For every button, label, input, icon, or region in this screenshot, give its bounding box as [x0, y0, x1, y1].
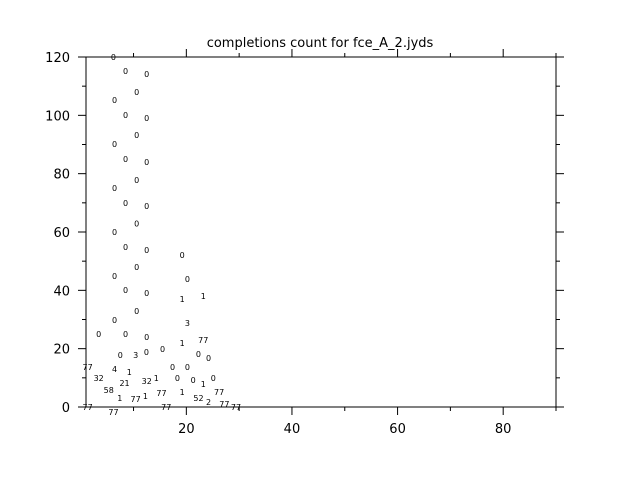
plot-area [85, 56, 557, 408]
data-point-label: 2 [206, 398, 211, 407]
data-point-label: 0 [191, 376, 196, 385]
data-point-label: 0 [170, 363, 175, 372]
data-point-label: 32 [142, 377, 152, 386]
data-point-label: 0 [134, 219, 139, 228]
data-point-label: 0 [111, 53, 116, 62]
data-point-label: 0 [123, 199, 128, 208]
data-point-label: 0 [112, 316, 117, 325]
data-point-label: 0 [118, 351, 123, 360]
data-point-label: 77 [198, 336, 208, 345]
data-point-label: 0 [112, 140, 117, 149]
data-point-label: 0 [144, 158, 149, 167]
data-point-label: 1 [154, 374, 159, 383]
data-point-label: 58 [104, 386, 114, 395]
data-point-label: 77 [156, 389, 166, 398]
x-tick-label: 80 [495, 422, 512, 437]
data-point-label: 77 [131, 395, 141, 404]
chart-title: completions count for fce_A_2.jyds [207, 36, 434, 51]
y-tick-label: 0 [62, 401, 70, 416]
data-point-label: 1 [201, 380, 206, 389]
data-point-label: 1 [201, 292, 206, 301]
data-point-label: 0 [134, 88, 139, 97]
data-point-label: 0 [96, 330, 101, 339]
data-point-label: 0 [144, 202, 149, 211]
x-tick-label: 20 [178, 422, 195, 437]
data-point-label: 0 [123, 111, 128, 120]
data-point-label: 0 [134, 263, 139, 272]
data-point-label: 77 [108, 408, 118, 417]
x-tick-label: 60 [389, 422, 406, 437]
data-point-label: 1 [180, 339, 185, 348]
data-point-label: 0 [123, 67, 128, 76]
data-point-label: 0 [185, 363, 190, 372]
y-tick-label: 80 [53, 168, 70, 183]
data-point-label: 0 [112, 272, 117, 281]
data-point-label: 0 [144, 348, 149, 357]
data-point-label: 0 [123, 286, 128, 295]
y-tick-label: 100 [45, 109, 70, 124]
data-point-label: 0 [144, 333, 149, 342]
data-point-label: 3 [133, 351, 138, 360]
data-point-label: 52 [193, 394, 203, 403]
data-point-label: 0 [196, 350, 201, 359]
data-point-label: 0 [112, 228, 117, 237]
data-point-label: 1 [180, 295, 185, 304]
data-point-label: 77 [161, 403, 171, 412]
data-point-label: 0 [144, 114, 149, 123]
data-point-label: 1 [127, 368, 132, 377]
data-point-label: 0 [175, 374, 180, 383]
y-tick-label: 20 [53, 343, 70, 358]
data-point-label: 0 [112, 184, 117, 193]
data-point-label: 0 [144, 289, 149, 298]
data-point-label: 0 [185, 275, 190, 284]
data-point-label: 77 [82, 403, 92, 412]
data-point-label: 0 [134, 176, 139, 185]
y-tick-label: 120 [45, 51, 70, 66]
data-point-label: 0 [123, 155, 128, 164]
data-point-label: 0 [112, 96, 117, 105]
x-tick-label: 40 [284, 422, 301, 437]
data-point-label: 77 [82, 363, 92, 372]
data-point-label: 0 [134, 307, 139, 316]
data-point-label: 77 [214, 388, 224, 397]
data-point-label: 0 [123, 243, 128, 252]
data-point-label: 1 [117, 394, 122, 403]
data-point-label: 3 [185, 319, 190, 328]
data-point-label: 1 [180, 388, 185, 397]
data-point-label: 0 [123, 330, 128, 339]
data-point-label: 77 [219, 400, 229, 409]
data-point-label: 21 [119, 379, 129, 388]
data-point-label: 0 [160, 345, 165, 354]
data-point-label: 0 [144, 246, 149, 255]
data-point-label: 0 [180, 251, 185, 260]
data-point-label: 32 [94, 374, 104, 383]
data-point-label: 77 [231, 403, 241, 412]
y-tick-label: 40 [53, 284, 70, 299]
data-point-label: 1 [143, 392, 148, 401]
data-point-label: 0 [211, 374, 216, 383]
data-point-label: 0 [206, 354, 211, 363]
data-point-label: 0 [144, 70, 149, 79]
data-point-label: 0 [134, 131, 139, 140]
data-point-label: 4 [112, 365, 117, 374]
y-tick-label: 60 [53, 226, 70, 241]
